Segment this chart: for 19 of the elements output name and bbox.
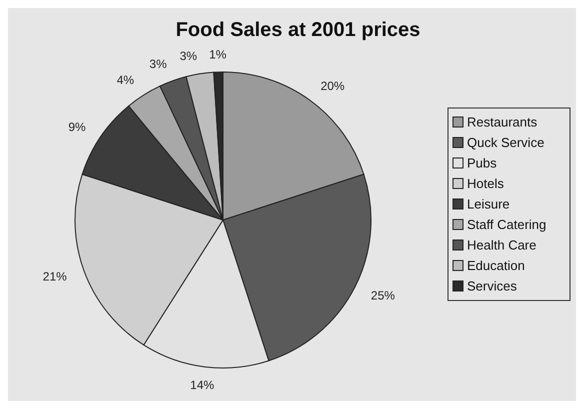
data-label: 4% (116, 73, 134, 88)
legend-label: Hotels (467, 176, 504, 192)
legend-label: Services (467, 278, 518, 294)
data-label: 9% (68, 120, 86, 134)
data-label: 20% (320, 78, 345, 93)
data-label: 25% (370, 288, 396, 303)
legend-label: Restaurants (467, 114, 538, 130)
legend-label: Leisure (467, 196, 510, 212)
data-label: 1% (209, 47, 227, 62)
legend-label: Pubs (467, 156, 498, 171)
legend-label: Health Care (467, 238, 536, 253)
data-label: 21% (42, 269, 68, 284)
legend-label: Quck Service (467, 135, 544, 150)
data-label: 3% (149, 57, 168, 72)
legend-label: Staff Catering (467, 217, 546, 232)
data-label: 14% (190, 378, 215, 392)
chart-title: Food Sales at 2001 prices (176, 19, 420, 41)
data-label: 3% (180, 49, 198, 64)
legend-label: Education (467, 258, 525, 274)
